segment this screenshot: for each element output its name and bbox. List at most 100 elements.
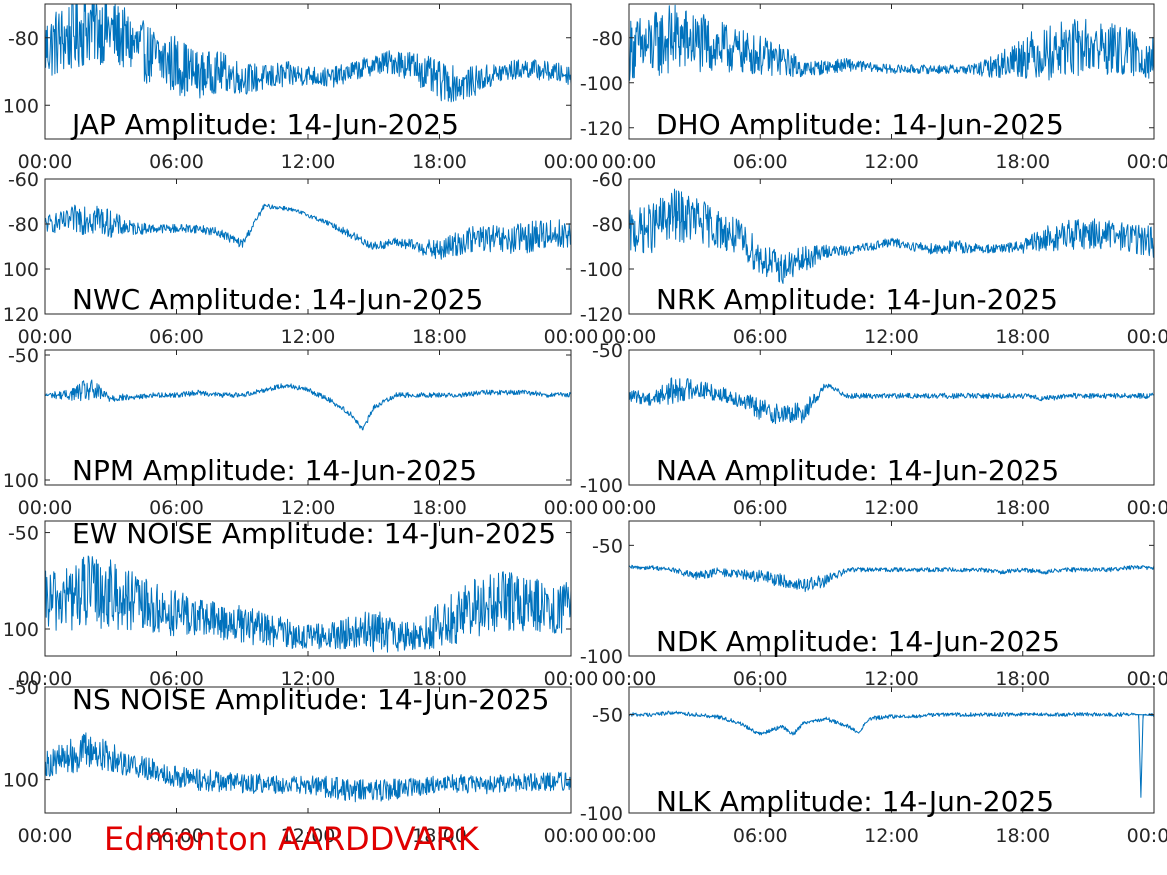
panel-4: 00:00 06:00 12:00 18:00 00:00 -60 -80 -100 -120 N… [580, 169, 1167, 348]
y-tick-label: -100 [580, 73, 623, 95]
x-tick-label: 00:00 [18, 825, 73, 847]
x-tick-label: 18:00 [412, 497, 467, 519]
x-tick-label: 00:00 [1127, 497, 1167, 519]
x-tick-label: 18:00 [995, 151, 1050, 173]
panel-title: NLK Amplitude: 14-Jun-2025 [656, 785, 1054, 818]
x-tick-label: 12:00 [281, 326, 336, 348]
y-tick-label: -50 [8, 677, 39, 699]
x-tick-label: 12:00 [864, 497, 919, 519]
x-tick-label: 12:00 [864, 151, 919, 173]
x-tick-label: 00:00 [602, 825, 657, 847]
x-tick-label: 18:00 [995, 668, 1050, 690]
x-tick-label: 00:00 [602, 151, 657, 173]
y-tick-label: -100 [580, 803, 623, 825]
panel-3: 00:00 06:00 12:00 18:00 00:00 -60 -80 100 120 NWC… [3, 169, 599, 348]
panel-title: NPM Amplitude: 14-Jun-2025 [72, 454, 477, 487]
x-tick-label: 00:00 [544, 151, 599, 173]
y-tick-label: 100 [3, 259, 39, 281]
series-line [629, 710, 1154, 798]
x-tick-label: 06:00 [149, 151, 204, 173]
panel-title: NDK Amplitude: 14-Jun-2025 [656, 625, 1060, 658]
x-tick-label: 00:00 [544, 825, 599, 847]
y-tick-label: -50 [8, 523, 39, 545]
x-tick-label: 00:00 [18, 151, 73, 173]
x-tick-label: 18:00 [412, 668, 467, 690]
y-tick-label: 100 [3, 619, 39, 641]
panel-2: 00:00 06:00 12:00 18:00 00:00 -80 -100 -120 DHO … [580, 3, 1167, 173]
y-tick-label: -50 [592, 705, 623, 727]
y-tick-label: -120 [580, 304, 623, 326]
series-line [45, 4, 571, 103]
y-tick-label: 100 [3, 95, 39, 117]
x-tick-label: 12:00 [281, 825, 336, 847]
y-tick-label: 100 [3, 770, 39, 792]
x-tick-label: 12:00 [281, 151, 336, 173]
y-tick-label: -80 [592, 28, 623, 50]
x-tick-label: 00:00 [602, 497, 657, 519]
x-tick-label: 00:00 [1127, 326, 1167, 348]
y-tick-label: -60 [8, 169, 39, 191]
panel-10: 00:00 06:00 12:00 18:00 00:00 -50 -100 NLK Ampl… [580, 686, 1167, 847]
series-line [629, 4, 1154, 81]
x-tick-label: 18:00 [995, 497, 1050, 519]
x-tick-label: 12:00 [281, 668, 336, 690]
x-tick-label: 00:00 [18, 326, 73, 348]
x-tick-label: 18:00 [995, 825, 1050, 847]
series-line [45, 203, 571, 260]
panel-9: 00:00 06:00 12:00 18:00 00:00 -50 100 NS NOISE … [3, 677, 599, 847]
series-line [629, 377, 1154, 425]
y-tick-label: -100 [580, 646, 623, 668]
y-tick-label: -60 [592, 169, 623, 191]
panel-title: NWC Amplitude: 14-Jun-2025 [72, 283, 483, 316]
x-tick-label: 00:00 [544, 497, 599, 519]
x-tick-label: 06:00 [733, 326, 788, 348]
x-tick-label: 06:00 [149, 497, 204, 519]
panel-title: NAA Amplitude: 14-Jun-2025 [656, 454, 1059, 487]
series-line [629, 564, 1154, 593]
x-tick-label: 06:00 [733, 497, 788, 519]
x-tick-label: 00:00 [544, 326, 599, 348]
x-tick-label: 00:00 [544, 668, 599, 690]
y-tick-label: -80 [592, 214, 623, 236]
y-tick-label: -80 [8, 28, 39, 50]
x-tick-label: 18:00 [412, 151, 467, 173]
panel-7: 00:00 06:00 12:00 18:00 00:00 -50 100 EW NOISE … [3, 517, 599, 690]
x-tick-label: 06:00 [733, 668, 788, 690]
x-tick-label: 00:00 [18, 497, 73, 519]
x-tick-label: 18:00 [995, 326, 1050, 348]
x-tick-label: 12:00 [281, 497, 336, 519]
panels-group: 00:00 06:00 12:00 18:00 00:00 -80 100 JAP Ampli… [3, 3, 1167, 847]
panel-1: 00:00 06:00 12:00 18:00 00:00 -80 100 JAP Ampli… [3, 3, 599, 173]
panel-title: NRK Amplitude: 14-Jun-2025 [656, 283, 1058, 316]
y-tick-label: 120 [3, 304, 39, 326]
panel-title: EW NOISE Amplitude: 14-Jun-2025 [72, 517, 556, 550]
panel-title: DHO Amplitude: 14-Jun-2025 [656, 108, 1064, 141]
x-tick-label: 18:00 [412, 825, 467, 847]
panel-6: 00:00 06:00 12:00 18:00 00:00 -50 -100 NAA Ampl… [580, 340, 1167, 519]
panel-title: NS NOISE Amplitude: 14-Jun-2025 [72, 683, 549, 716]
series-line [45, 555, 571, 653]
y-tick-label: -80 [8, 214, 39, 236]
station-label: Edmonton AARDDVARK [104, 820, 479, 858]
x-tick-label: 00:00 [602, 326, 657, 348]
x-tick-label: 18:00 [412, 326, 467, 348]
x-tick-label: 06:00 [733, 825, 788, 847]
y-tick-label: -120 [580, 118, 623, 140]
series-line [45, 732, 571, 803]
panel-5: 00:00 06:00 12:00 18:00 00:00 -50 100 NPM Ampli… [3, 345, 599, 519]
x-tick-label: 06:00 [149, 825, 204, 847]
x-tick-label: 00:00 [602, 668, 657, 690]
x-tick-label: 12:00 [864, 825, 919, 847]
series-line [629, 188, 1154, 284]
panel-8: 00:00 06:00 12:00 18:00 00:00 -50 -100 NDK Ampl… [580, 520, 1167, 690]
x-tick-label: 06:00 [733, 151, 788, 173]
x-tick-label: 06:00 [149, 668, 204, 690]
x-tick-label: 06:00 [149, 326, 204, 348]
y-tick-label: -50 [592, 340, 623, 362]
y-tick-label: 100 [3, 470, 39, 492]
x-tick-label: 00:00 [1127, 825, 1167, 847]
x-tick-label: 12:00 [864, 326, 919, 348]
x-tick-label: 00:00 [1127, 668, 1167, 690]
x-tick-label: 00:00 [1127, 151, 1167, 173]
